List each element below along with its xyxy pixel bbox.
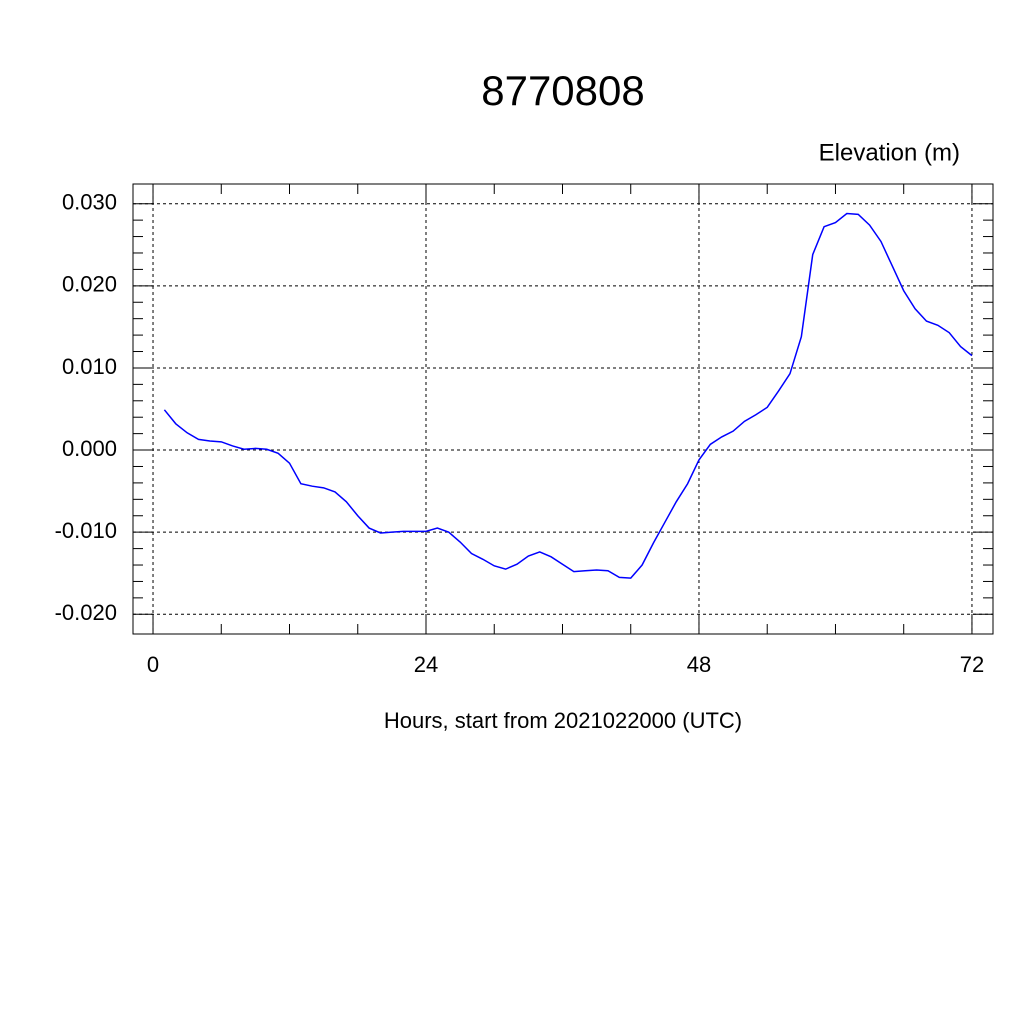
y-axis-label: Elevation (m) (819, 139, 960, 166)
data-line (163, 212, 973, 579)
y-tick-label: -0.010 (55, 518, 117, 543)
y-tick-label: 0.010 (62, 354, 117, 379)
y-tick-label: 0.020 (62, 272, 117, 297)
y-tick-label: 0.000 (62, 436, 117, 461)
chart-title: 8770808 (481, 67, 645, 114)
x-tick-label: 48 (687, 652, 711, 677)
y-tick-label: 0.030 (62, 190, 117, 215)
x-tick-label: 0 (147, 652, 159, 677)
x-axis-label: Hours, start from 2021022000 (UTC) (384, 708, 742, 733)
y-tick-label: -0.020 (55, 600, 117, 625)
x-tick-label: 24 (414, 652, 438, 677)
plot-frame (132, 183, 994, 635)
x-tick-label: 72 (960, 652, 984, 677)
